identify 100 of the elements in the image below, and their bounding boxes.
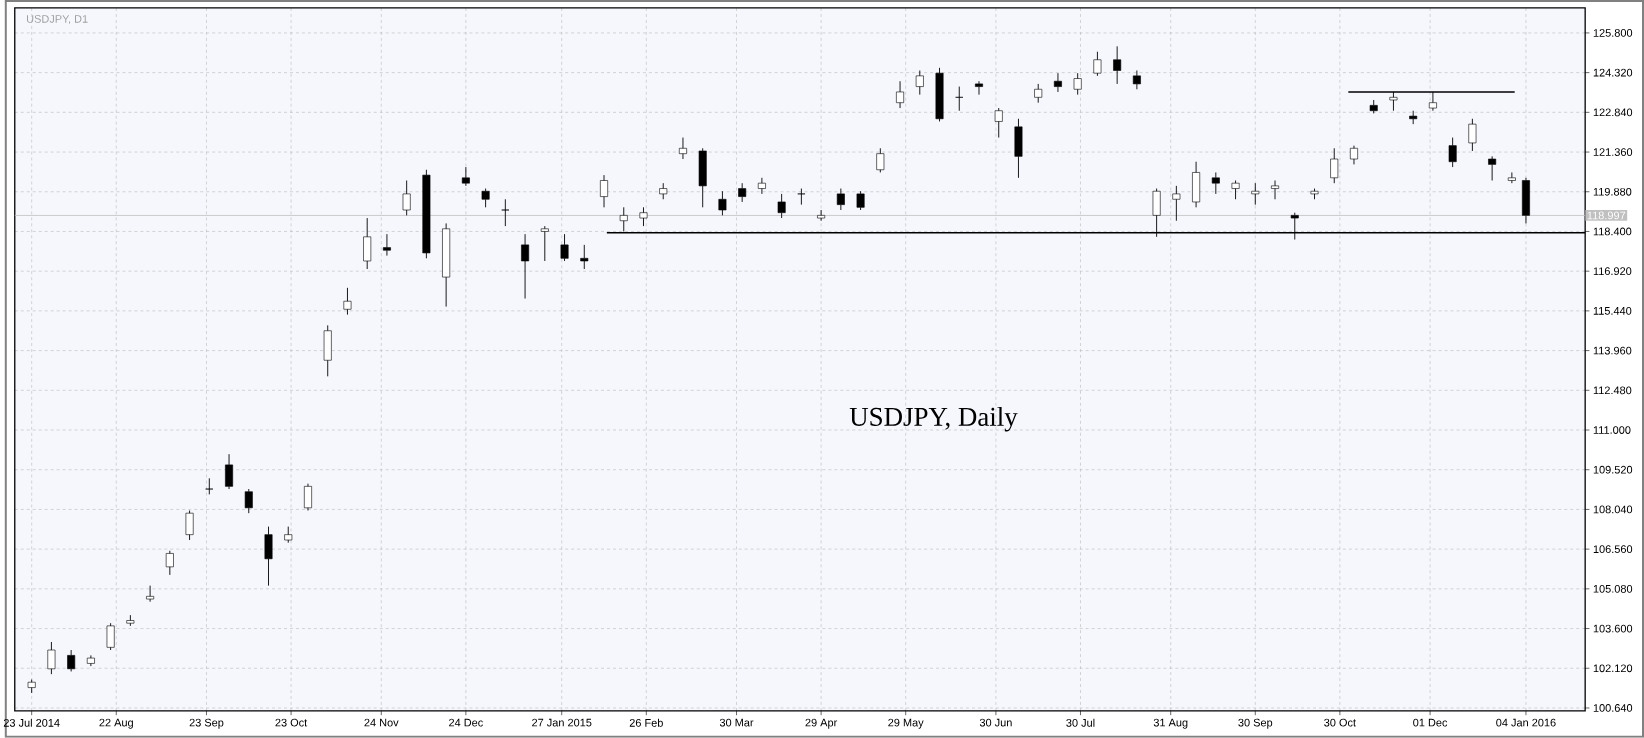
candlestick [738, 182, 747, 203]
y-tick-label: 106.560 [1593, 545, 1633, 554]
candlestick [975, 80, 983, 96]
candlestick [1093, 51, 1102, 77]
x-tick-label: 22 Aug [99, 718, 133, 729]
candlestick [1350, 145, 1358, 165]
candlestick [501, 198, 510, 227]
x-tick-label: 29 Apr [805, 718, 838, 729]
y-tick-label: 108.040 [1593, 505, 1633, 514]
x-tick-label: 30 Sep [1238, 718, 1273, 729]
candlestick [422, 169, 431, 259]
y-tick-label: 122.840 [1593, 108, 1633, 117]
candlestick [106, 622, 115, 651]
candlestick [1448, 137, 1457, 168]
candlestick [521, 233, 530, 300]
candlestick [343, 287, 352, 316]
candlestick [86, 655, 95, 667]
candlestick [1053, 72, 1062, 93]
candlestick [560, 233, 569, 262]
candlestick [27, 679, 36, 694]
candlestick [718, 190, 727, 216]
candlestick [363, 217, 372, 270]
candlestick [402, 180, 411, 216]
y-tick-label: 105.080 [1593, 585, 1633, 593]
candlestick [1211, 172, 1220, 195]
candlestick [935, 67, 944, 122]
candlestick [698, 147, 707, 208]
candlestick [777, 193, 786, 219]
y-tick-label: 109.520 [1593, 465, 1633, 474]
candlestick [1113, 45, 1122, 85]
x-tick-label: 23 Sep [189, 718, 224, 729]
candlestick [915, 70, 924, 96]
candlestick [1369, 99, 1378, 114]
candlestick [165, 550, 174, 576]
candlestick [580, 244, 589, 270]
candlestick [994, 107, 1003, 139]
text: USDJPY, Daily [849, 407, 1018, 432]
candlestick [659, 182, 668, 200]
annotation: USDJPY, D1 [26, 15, 88, 25]
candlestick [1310, 188, 1319, 200]
candlestick [225, 453, 233, 490]
candlestick [205, 477, 214, 495]
ref-line-label: 118.997 [1587, 211, 1626, 220]
candlestick [757, 177, 766, 195]
candlestick [1468, 118, 1477, 152]
candlestick [1251, 182, 1260, 206]
candlestick [47, 641, 56, 675]
candlestick [797, 188, 806, 206]
candlestick [1172, 185, 1181, 222]
candlestick [876, 147, 885, 173]
candlestick [382, 233, 391, 257]
candlestick [244, 488, 253, 514]
candlestick [1014, 118, 1023, 179]
candlestick [1409, 110, 1418, 125]
candlestick [1073, 72, 1082, 96]
y-tick-label: 116.920 [1593, 267, 1632, 276]
x-tick-label: 30 Oct [1324, 718, 1356, 727]
y-tick-label: 124.320 [1593, 68, 1633, 77]
x-tick-label: 04 Jan 2016 [1496, 718, 1556, 727]
candlestick [1488, 155, 1497, 182]
candlestick [1521, 177, 1530, 224]
x-tick-label: 30 Jul [1066, 718, 1095, 727]
y-tick-label: 113.960 [1593, 346, 1632, 355]
y-tick-label: 103.600 [1593, 624, 1633, 633]
x-tick-label: 30 Jun [979, 718, 1012, 727]
candlestick [481, 188, 490, 208]
candlestick [639, 206, 648, 227]
x-tick-label: 26 Feb [629, 718, 663, 727]
candlestick [67, 649, 76, 673]
candlestick [126, 614, 135, 627]
candlestick [442, 223, 451, 308]
candlestick [540, 225, 549, 262]
candlestick [1192, 161, 1201, 208]
candlestick [284, 526, 293, 544]
candlestick [304, 483, 312, 512]
candlestick [264, 526, 273, 587]
y-tick-label: 100.640 [1593, 704, 1633, 712]
candlestick [1271, 180, 1279, 200]
candlestick [1231, 180, 1240, 200]
candlestick [185, 510, 194, 541]
candlestick [836, 188, 845, 211]
candlestick [1034, 83, 1043, 104]
candlestick [146, 585, 155, 603]
candlestick [896, 80, 905, 109]
x-tick-label: 24 Nov [364, 718, 399, 727]
x-tick-label: 23 Oct [275, 718, 308, 727]
y-tick-label: 121.360 [1593, 148, 1633, 157]
y-tick-label: 119.880 [1593, 187, 1632, 196]
candlestick [461, 166, 470, 187]
y-tick-label: 118.400 [1593, 227, 1632, 236]
y-tick-label: 115.440 [1593, 307, 1632, 315]
x-tick-label: 30 Mar [719, 718, 754, 727]
y-tick-label: 102.120 [1593, 664, 1633, 673]
candlestick [679, 137, 687, 160]
candlestick [856, 190, 865, 211]
x-tick-label: 24 Dec [449, 718, 483, 727]
x-tick-label: 27 Jan 2015 [532, 718, 592, 727]
x-tick-label: 01 Dec [1413, 718, 1448, 727]
x-tick-label: 23 Jul 2014 [3, 718, 60, 727]
y-tick-label: 112.480 [1593, 386, 1632, 395]
